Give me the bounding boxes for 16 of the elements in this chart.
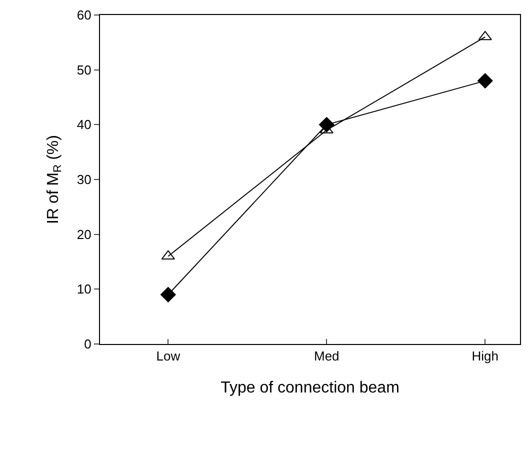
point (318, 117, 334, 132)
x-tick-label: Med (314, 348, 340, 364)
y-tick-label: 40 (76, 117, 92, 132)
y-tick-label: 50 (76, 62, 92, 78)
y-tick-label: 20 (76, 226, 92, 242)
x-tick-label: Low (156, 348, 181, 364)
y-tick-label: 0 (84, 336, 92, 352)
y-tick-label: 60 (76, 8, 92, 23)
y-tick-label: 10 (76, 282, 92, 297)
point (477, 73, 493, 88)
point (478, 30, 492, 40)
y-tick-label: 30 (76, 172, 92, 188)
x-tick-label: High (472, 348, 499, 364)
x-axis-title: Type of connection beam (220, 379, 400, 396)
point (161, 250, 175, 260)
point (160, 287, 176, 302)
